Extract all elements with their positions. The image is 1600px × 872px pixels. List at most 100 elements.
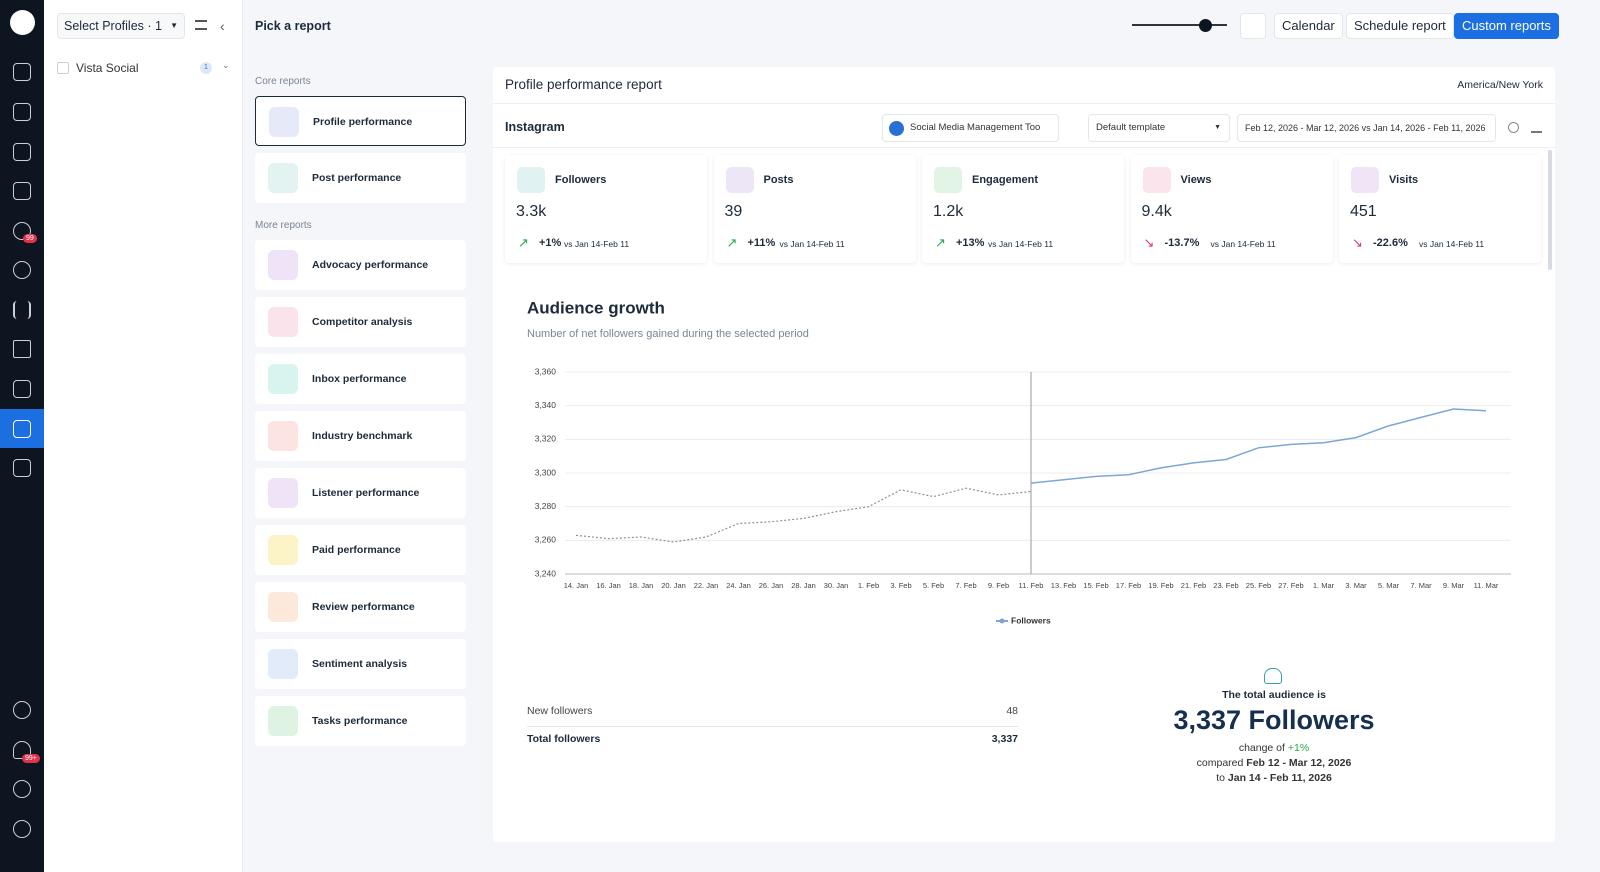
metric-change: -13.7%	[1164, 237, 1200, 249]
report-name: Tasks performance	[312, 715, 408, 727]
badge: 99+	[22, 754, 40, 763]
nav-icon[interactable]	[13, 420, 31, 438]
custom-reports-button[interactable]: Custom reports	[1454, 13, 1559, 39]
report-card[interactable]: Inbox performance	[255, 354, 466, 404]
date-range[interactable]: Feb 12, 2026 - Mar 12, 2026 vs Jan 14, 2…	[1237, 114, 1496, 142]
x-tick-label: 1. Mar	[1313, 581, 1335, 590]
profile-dropdown[interactable]: Social Media Management Too	[882, 114, 1059, 142]
dropdown-text: Social Media Management Too	[910, 122, 1041, 133]
expand-button[interactable]	[1240, 13, 1266, 39]
x-tick-label: 21. Feb	[1181, 581, 1206, 590]
page-title: Pick a report	[255, 19, 331, 33]
audience-chart: Audience growth Number of net followers …	[527, 298, 1511, 625]
metric-label: Views	[1180, 174, 1212, 186]
change-line: change of +1%	[1124, 742, 1424, 754]
report-icon	[268, 592, 298, 622]
report-title: Profile performance report	[505, 77, 662, 92]
chart-title: Audience growth	[527, 298, 665, 317]
profile-select-text: Select Profiles · 1	[64, 19, 162, 33]
report-card[interactable]: Listener performance	[255, 468, 466, 518]
metric-change: +13%	[956, 237, 985, 249]
profile-select[interactable]: Select Profiles · 1 ▼	[57, 13, 185, 39]
collapse-button[interactable]: ‹	[220, 18, 225, 34]
y-tick-label: 3,360	[535, 366, 557, 376]
logo[interactable]	[10, 10, 35, 35]
report-card[interactable]: Industry benchmark	[255, 411, 466, 461]
template-dropdown[interactable]: Default template ▼	[1088, 114, 1230, 142]
profile-name[interactable]: Vista Social	[76, 61, 139, 75]
period: Feb 12 - Mar 12, 2026	[1246, 757, 1352, 769]
checkbox[interactable]	[57, 62, 69, 74]
report-name: Post performance	[312, 172, 402, 184]
network-name: Instagram	[505, 120, 565, 134]
x-tick-label: 11. Feb	[1019, 581, 1044, 590]
report-icon	[268, 421, 298, 451]
x-tick-label: 17. Feb	[1116, 581, 1141, 590]
x-tick-label: 22. Jan	[694, 581, 719, 590]
report-card[interactable]: Competitor analysis	[255, 297, 466, 347]
nav-icon[interactable]	[13, 340, 31, 358]
trend-arrow: ↗	[726, 235, 738, 250]
x-tick-label: 3. Mar	[1345, 581, 1367, 590]
metric-compare: vs Jan 14-Feb 11	[1210, 239, 1276, 249]
nav-icon[interactable]	[13, 301, 31, 319]
metric-value: 39	[724, 203, 743, 220]
summary-label: Total followers	[527, 733, 601, 745]
report-name: Listener performance	[312, 487, 420, 499]
nav-icon[interactable]	[13, 820, 31, 838]
nav-icon[interactable]	[13, 103, 31, 121]
series-line	[1030, 408, 1487, 484]
report-card[interactable]: Post performance	[255, 153, 466, 203]
nav-icon[interactable]	[13, 459, 31, 477]
report-card[interactable]: Review performance	[255, 582, 466, 632]
metric-change: -22.6%	[1373, 237, 1408, 249]
metric-icon	[725, 167, 754, 193]
metric-change: +11%	[747, 237, 776, 249]
slider-thumb[interactable]	[1199, 19, 1212, 32]
metric-compare: vs Jan 14-Feb 11	[1419, 239, 1485, 249]
y-tick-label: 3,300	[535, 467, 557, 477]
report-icon	[268, 163, 298, 193]
x-tick-label: 19. Feb	[1148, 581, 1173, 590]
nav-icon[interactable]	[13, 63, 31, 81]
metric-icon	[934, 167, 962, 193]
report-icon	[268, 706, 298, 736]
nav-icon[interactable]	[13, 143, 31, 161]
profile-panel: Select Profiles · 1 ▼ ‹ Vista Social 1 ⌄	[44, 0, 243, 872]
metric-icon	[1351, 167, 1379, 193]
report-icon	[268, 250, 298, 280]
nav-icon[interactable]	[13, 701, 31, 719]
report-card[interactable]: Advocacy performance	[255, 240, 466, 290]
nav-icon[interactable]	[13, 780, 31, 798]
timezone[interactable]: America/New York	[1457, 79, 1543, 91]
scrollbar[interactable]	[1548, 150, 1552, 270]
nav-icon[interactable]	[13, 222, 31, 240]
x-tick-label: 5. Mar	[1378, 581, 1400, 590]
metric-icon	[1142, 167, 1171, 193]
refresh-button[interactable]	[1508, 122, 1519, 133]
metric-card: Posts 39 ↗ +11% vs Jan 14-Feb 11	[713, 155, 916, 263]
nav-icon[interactable]	[13, 380, 31, 398]
y-tick-label: 3,320	[535, 434, 557, 444]
audience-icon	[1264, 668, 1282, 684]
nav-icon[interactable]	[13, 182, 31, 200]
report-icon	[268, 364, 298, 394]
report-icon	[268, 535, 298, 565]
download-button[interactable]	[1531, 121, 1542, 133]
calendar-button[interactable]: Calendar	[1274, 13, 1343, 39]
expand[interactable]: ⌄	[222, 60, 230, 70]
report-card[interactable]: Profile performance	[255, 96, 466, 146]
y-tick-label: 3,280	[535, 501, 557, 511]
schedule-button[interactable]: Schedule report	[1346, 13, 1454, 39]
x-tick-label: 5. Feb	[923, 581, 944, 590]
report-card[interactable]: Paid performance	[255, 525, 466, 575]
slider[interactable]	[1132, 24, 1227, 26]
filter-button[interactable]	[195, 20, 207, 30]
report-card[interactable]: Tasks performance	[255, 696, 466, 746]
report-card[interactable]: Sentiment analysis	[255, 639, 466, 689]
x-tick-label: 1. Feb	[858, 581, 879, 590]
x-tick-label: 7. Feb	[955, 581, 976, 590]
metric-label: Posts	[763, 174, 794, 186]
nav-icon[interactable]	[13, 261, 31, 279]
compared-line: compared Feb 12 - Mar 12, 2026	[1124, 757, 1424, 769]
